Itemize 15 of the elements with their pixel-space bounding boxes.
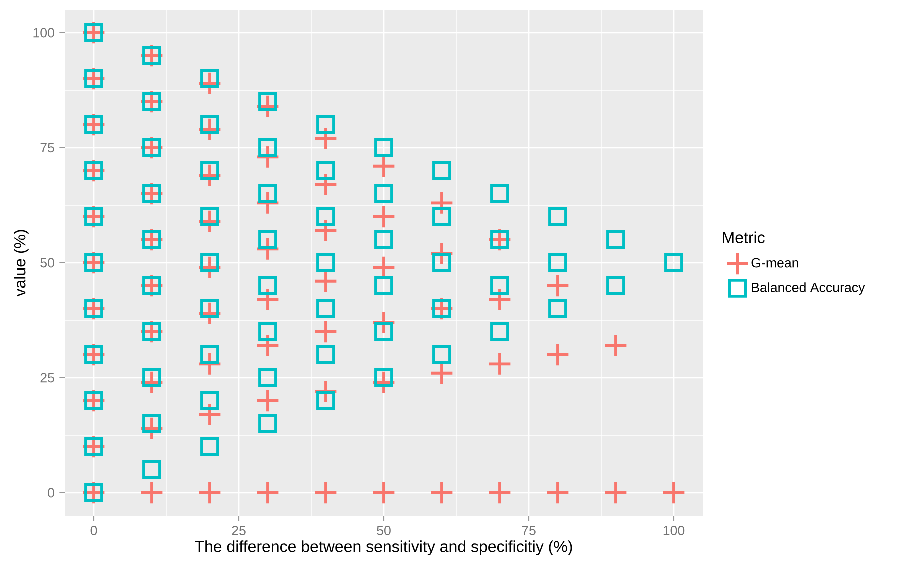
y-axis-title: value (%): [14, 230, 29, 297]
legend-title: Metric: [723, 232, 765, 244]
legend-label: Balanced Accuracy: [752, 282, 866, 296]
y-tick-label: 75: [40, 143, 54, 153]
x-tick-label: 50: [377, 526, 391, 536]
y-tick-label: 50: [40, 258, 54, 268]
x-tick-label: 25: [232, 526, 246, 536]
y-tick-label: 25: [40, 373, 54, 383]
x-tick-label: 75: [522, 526, 536, 536]
legend-label: G-mean: [752, 258, 798, 268]
x-tick-label: 0: [90, 526, 98, 536]
y-tick-label: 0: [48, 488, 54, 498]
y-tick-label: 100: [34, 28, 54, 38]
x-tick-label: 100: [664, 526, 685, 536]
x-axis-title: The difference between sensitivity and specificitiy (%): [195, 540, 572, 556]
